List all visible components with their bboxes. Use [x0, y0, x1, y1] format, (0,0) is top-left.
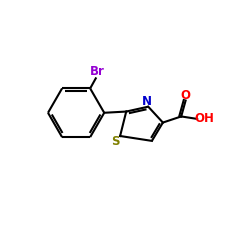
Text: O: O — [180, 89, 190, 102]
Text: N: N — [142, 95, 152, 108]
Text: S: S — [112, 135, 120, 148]
Text: Br: Br — [90, 65, 105, 78]
Text: OH: OH — [194, 112, 214, 126]
